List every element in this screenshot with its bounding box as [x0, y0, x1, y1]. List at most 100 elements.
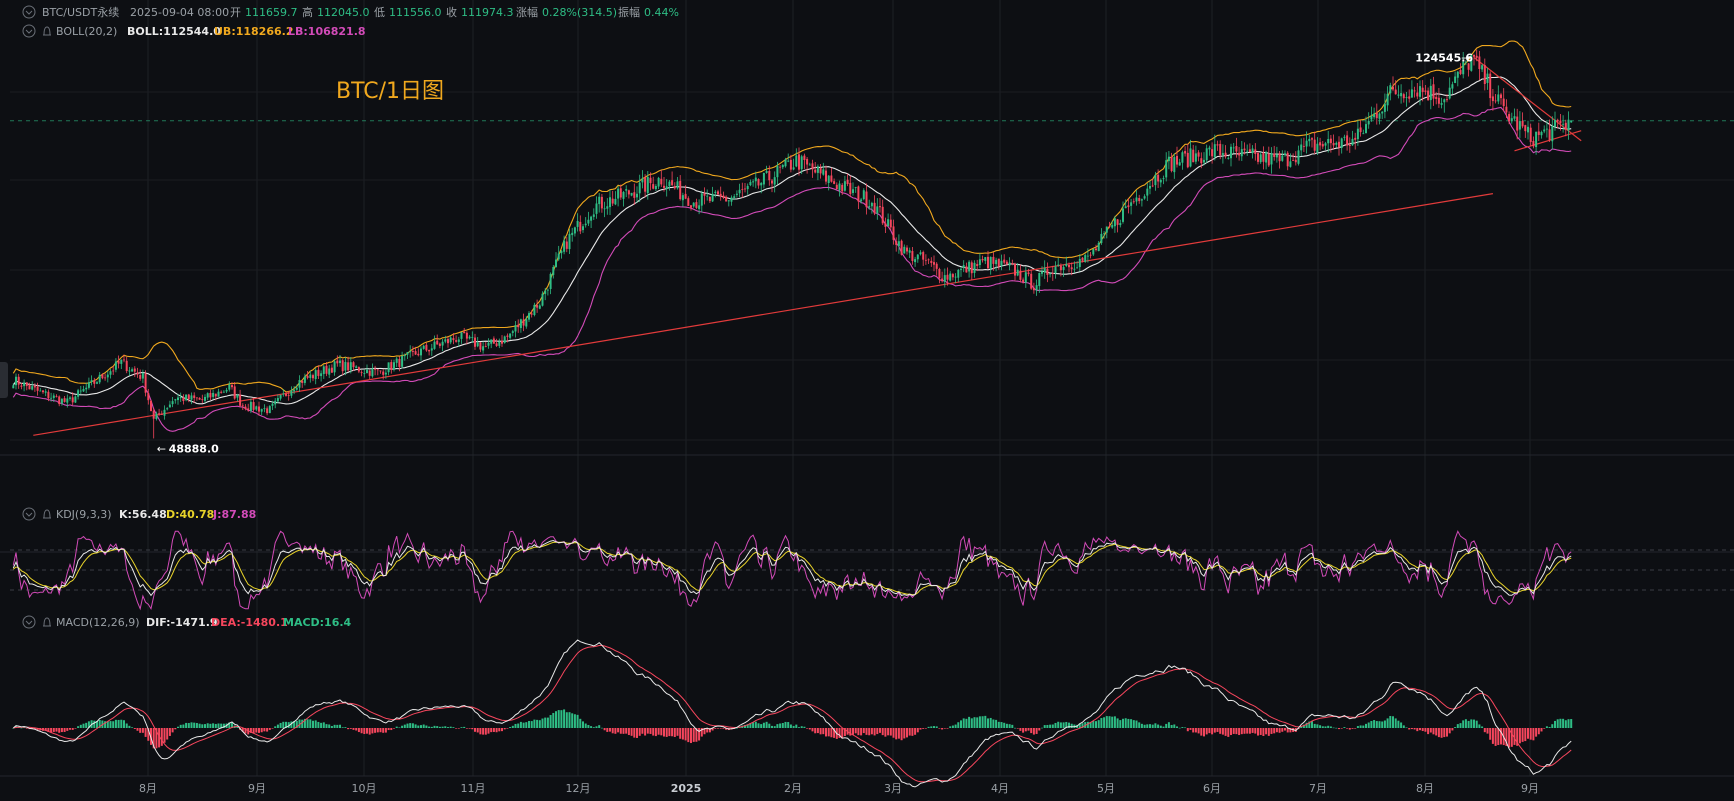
candle[interactable]	[60, 398, 63, 406]
candle[interactable]	[538, 303, 541, 310]
candle[interactable]	[1189, 139, 1192, 168]
candle[interactable]	[1011, 259, 1014, 266]
candle[interactable]	[973, 260, 976, 278]
candle[interactable]	[228, 381, 231, 392]
candle[interactable]	[1340, 137, 1343, 154]
candle[interactable]	[274, 398, 277, 409]
candle[interactable]	[1383, 93, 1386, 119]
candle[interactable]	[1562, 115, 1565, 133]
candle[interactable]	[1413, 86, 1416, 98]
candle[interactable]	[924, 254, 927, 265]
candle[interactable]	[590, 215, 593, 228]
candle[interactable]	[987, 250, 989, 270]
candle[interactable]	[1108, 221, 1111, 229]
candle[interactable]	[190, 392, 193, 405]
candle[interactable]	[36, 382, 39, 396]
candle[interactable]	[1105, 226, 1108, 239]
candle[interactable]	[1467, 62, 1470, 77]
candle[interactable]	[465, 331, 468, 345]
candle[interactable]	[1122, 201, 1124, 224]
candle[interactable]	[549, 272, 552, 295]
candle[interactable]	[371, 363, 374, 378]
candle[interactable]	[854, 186, 857, 193]
candle[interactable]	[627, 189, 630, 199]
candle[interactable]	[541, 291, 544, 307]
candle[interactable]	[684, 185, 687, 200]
candle[interactable]	[1057, 257, 1060, 267]
candle[interactable]	[968, 260, 971, 278]
candle[interactable]	[1113, 215, 1116, 233]
candle[interactable]	[1570, 120, 1573, 123]
candle[interactable]	[325, 362, 328, 377]
candle[interactable]	[1284, 150, 1286, 157]
candle[interactable]	[1116, 219, 1119, 233]
candle[interactable]	[1089, 251, 1092, 259]
candle[interactable]	[463, 327, 466, 334]
candle[interactable]	[519, 318, 522, 333]
candle[interactable]	[179, 392, 182, 402]
candle[interactable]	[1062, 264, 1065, 277]
candle[interactable]	[163, 405, 166, 420]
candle[interactable]	[1386, 86, 1389, 112]
candle[interactable]	[468, 335, 471, 340]
candle[interactable]	[398, 356, 401, 372]
candle[interactable]	[322, 364, 325, 379]
candle[interactable]	[1524, 124, 1527, 138]
candle[interactable]	[984, 256, 987, 265]
candle[interactable]	[603, 201, 606, 218]
candle[interactable]	[104, 373, 107, 381]
candle[interactable]	[671, 171, 674, 187]
candle[interactable]	[592, 208, 595, 220]
candle[interactable]	[1381, 110, 1384, 119]
candle[interactable]	[1400, 84, 1403, 104]
candle[interactable]	[330, 364, 333, 373]
candle[interactable]	[44, 388, 47, 397]
candle[interactable]	[1462, 51, 1465, 79]
candle[interactable]	[560, 249, 563, 259]
candle[interactable]	[630, 192, 633, 197]
candle[interactable]	[1005, 259, 1008, 266]
candle[interactable]	[1421, 80, 1424, 102]
candle[interactable]	[33, 383, 36, 392]
candle[interactable]	[1373, 107, 1376, 120]
candle[interactable]	[849, 175, 852, 198]
candle[interactable]	[1211, 142, 1214, 164]
candle[interactable]	[1227, 156, 1230, 160]
candle[interactable]	[393, 359, 395, 372]
candle[interactable]	[1059, 263, 1062, 277]
candle[interactable]	[1456, 70, 1459, 87]
candle[interactable]	[865, 183, 868, 215]
candle[interactable]	[546, 288, 549, 296]
candle[interactable]	[792, 158, 795, 171]
candle[interactable]	[266, 406, 269, 416]
candle[interactable]	[730, 195, 733, 206]
candle[interactable]	[220, 390, 223, 394]
candle[interactable]	[1111, 220, 1114, 229]
candle[interactable]	[719, 186, 722, 201]
candle[interactable]	[42, 390, 44, 394]
candle[interactable]	[930, 257, 933, 267]
candle[interactable]	[231, 382, 233, 390]
candle[interactable]	[622, 190, 625, 207]
candle[interactable]	[1356, 119, 1359, 146]
candle[interactable]	[1119, 219, 1122, 228]
candle[interactable]	[1143, 194, 1146, 200]
candle[interactable]	[160, 410, 163, 415]
candle[interactable]	[1157, 169, 1160, 189]
candle[interactable]	[90, 375, 93, 386]
candle[interactable]	[260, 408, 263, 416]
candle[interactable]	[811, 159, 814, 178]
candle[interactable]	[503, 335, 506, 344]
candle[interactable]	[841, 183, 844, 195]
candle[interactable]	[779, 164, 782, 174]
candle[interactable]	[1491, 89, 1494, 111]
candle[interactable]	[646, 171, 649, 200]
candle[interactable]	[819, 163, 822, 179]
candle[interactable]	[222, 390, 225, 393]
candle[interactable]	[352, 361, 355, 371]
candle[interactable]	[1208, 145, 1211, 156]
candle[interactable]	[244, 404, 247, 411]
candle[interactable]	[889, 214, 892, 231]
candle[interactable]	[673, 182, 676, 190]
candle[interactable]	[217, 388, 220, 397]
